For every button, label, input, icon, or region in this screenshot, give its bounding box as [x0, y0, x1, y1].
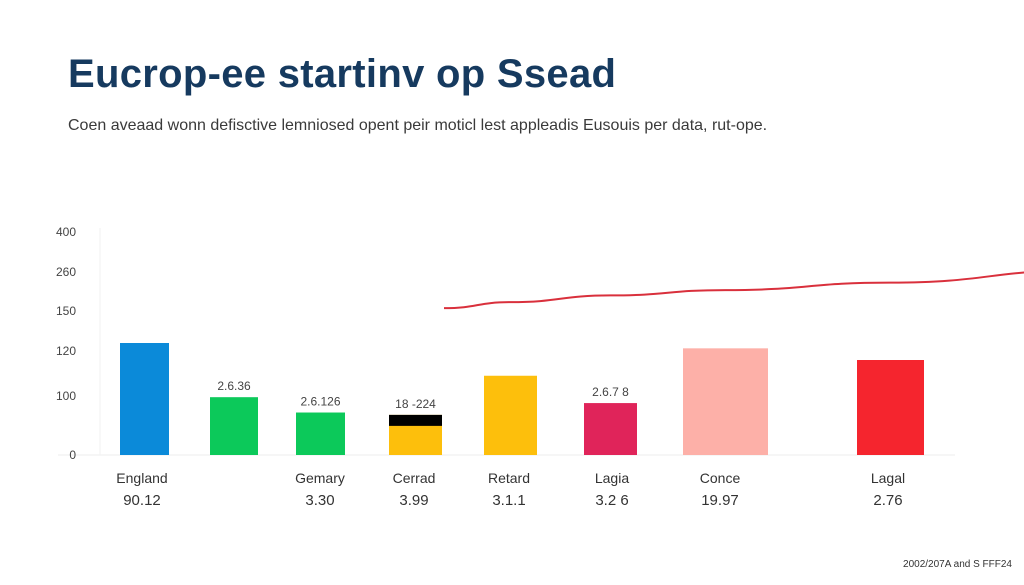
y-tick-label: 100 [56, 389, 76, 403]
x-tick-label: Retard [488, 470, 530, 486]
y-tick-label: 120 [56, 344, 76, 358]
y-tick-label: 260 [56, 265, 76, 279]
y-tick-label: 150 [56, 304, 76, 318]
bar [857, 360, 924, 455]
x-axis-values: 90.12 3.30 3.99 3.1.1 3.2 6 19.97 2.76 [123, 492, 902, 509]
x-tick-label: Cerrad [393, 470, 436, 486]
x-tick-label: Conce [700, 470, 741, 486]
chart-title: Eucrop-ee startinv op Ssead [68, 52, 617, 96]
bar-data-label: 2.6.36 [217, 379, 251, 393]
x-tick-label: England [116, 470, 167, 486]
trend-line-group [443, 271, 1024, 310]
bar-data-label: 2.6.126 [300, 395, 340, 409]
y-tick-label: 0 [69, 448, 76, 462]
bar [120, 343, 169, 455]
bar [484, 375, 537, 455]
bar-cap [389, 414, 442, 426]
x-value-label: 2.76 [873, 492, 902, 509]
bar [584, 403, 637, 455]
bar [683, 348, 768, 455]
bar-data-label: 2.6.7 8 [592, 385, 629, 399]
x-value-label: 90.12 [123, 492, 161, 509]
bar [296, 412, 345, 455]
y-axis-ticks: 0 100 120 150 260 400 [56, 225, 76, 462]
x-tick-label: Lagia [595, 470, 629, 486]
x-value-label: 3.1.1 [492, 492, 525, 509]
x-tick-label: Gemary [295, 470, 345, 486]
x-value-label: 19.97 [701, 492, 739, 509]
y-tick-label: 400 [56, 225, 76, 239]
bar-data-label: 18 -224 [395, 397, 436, 411]
x-value-label: 3.99 [399, 492, 428, 509]
bar-group [120, 343, 924, 455]
footnote: 2002/207A and S FFF24 [903, 559, 1012, 570]
x-value-label: 3.2 6 [595, 492, 628, 509]
chart-subtitle: Coen aveaad wonn defisctive lemniosed op… [68, 117, 768, 134]
x-axis-labels: England Gemary Cerrad Retard Lagia Conce Lagal [116, 470, 905, 486]
bar-data-labels: 2.6.36 2.6.126 18 -224 2.6.7 8 [217, 379, 629, 411]
x-value-label: 3.30 [305, 492, 334, 509]
x-tick-label: Lagal [871, 470, 905, 486]
trend-line [443, 271, 1024, 310]
bar [210, 397, 258, 455]
